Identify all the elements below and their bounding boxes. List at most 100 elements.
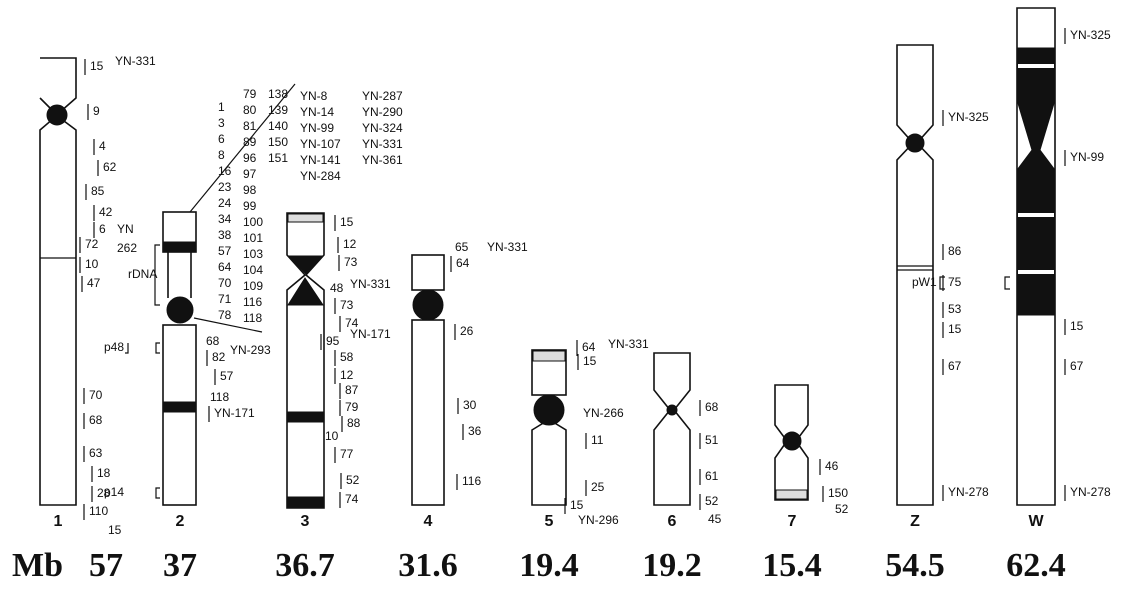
- marker-label: 85: [91, 184, 105, 198]
- marker-label: 4: [99, 139, 106, 153]
- rdna-marker: 81: [243, 119, 257, 133]
- marker-label: YN-278: [948, 485, 989, 499]
- marker-label: 52: [835, 502, 849, 516]
- marker-label: 68: [206, 334, 220, 348]
- marker-label: 68: [705, 400, 719, 414]
- chromosome-name: 1: [54, 513, 63, 530]
- rdna-marker: 116: [243, 295, 262, 309]
- marker-label: 57: [220, 369, 234, 383]
- marker-label: 72: [85, 237, 99, 251]
- chromosome-name: 6: [668, 513, 677, 530]
- marker-label: 95: [326, 334, 340, 348]
- rdna-marker: 78: [218, 308, 232, 322]
- rdna-marker: 138: [268, 87, 288, 101]
- marker-label: YN-296: [578, 513, 619, 527]
- marker-label: 75: [948, 275, 962, 289]
- marker-label: 77: [340, 447, 354, 461]
- rdna-marker: 150: [268, 135, 288, 149]
- marker-label: 11: [591, 433, 604, 447]
- chromosome-name: 3: [301, 513, 310, 530]
- chromosome-size: 19.2: [642, 547, 702, 584]
- marker-label: 68: [89, 413, 103, 427]
- chromosome-name: 5: [545, 513, 554, 530]
- rdna-marker: 8: [218, 148, 225, 162]
- marker-label: 53: [948, 302, 962, 316]
- rdna-marker: 57: [218, 244, 232, 258]
- rdna-marker: YN-99: [300, 121, 334, 135]
- rdna-marker: YN-331: [362, 137, 403, 151]
- marker-label: YN-266: [583, 406, 624, 420]
- chromosome-name: 7: [788, 513, 797, 530]
- rdna-marker: 89: [243, 135, 257, 149]
- marker-label: 12: [340, 368, 354, 382]
- rdna-marker: YN-8: [300, 89, 328, 103]
- marker-label: 52: [705, 494, 719, 508]
- marker-label: 15: [948, 322, 962, 336]
- marker-label: 118: [210, 390, 229, 404]
- rdna-marker: 16: [218, 164, 232, 178]
- chromosome-shapes: [40, 8, 1055, 508]
- marker-label: 67: [948, 359, 962, 373]
- marker-label: YN-171: [214, 406, 255, 420]
- rdna-marker: 118: [243, 311, 262, 325]
- rdna-marker: 109: [243, 279, 263, 293]
- marker-label: rDNA: [128, 267, 157, 281]
- rdna-marker: YN-141: [300, 153, 341, 167]
- rdna-marker: 80: [243, 103, 257, 117]
- marker-label: YN-325: [948, 110, 989, 124]
- marker-label: 10: [85, 257, 99, 271]
- rdna-marker: YN-107: [300, 137, 341, 151]
- marker-label: 52: [346, 473, 360, 487]
- marker-label: 86: [948, 244, 962, 258]
- marker-label: 26: [460, 324, 474, 338]
- rdna-marker: YN-284: [300, 169, 341, 183]
- marker-label: 45: [708, 512, 722, 526]
- rdna-marker: 34: [218, 212, 232, 226]
- rdna-marker: 6: [218, 132, 225, 146]
- chromosome-size: 37: [163, 547, 197, 584]
- rdna-marker: 1: [218, 100, 225, 114]
- rdna-marker: 103: [243, 247, 263, 261]
- marker-label: 62: [103, 160, 117, 174]
- marker-label: 15: [1070, 319, 1084, 333]
- marker-label: YN: [117, 222, 134, 236]
- marker-label: 46: [825, 459, 839, 473]
- rdna-marker: 101: [243, 231, 263, 245]
- marker-label: 73: [344, 255, 358, 269]
- marker-label: 79: [345, 400, 359, 414]
- chromosome-size: 15.4: [762, 547, 822, 584]
- chromosome-size: 62.4: [1006, 547, 1066, 584]
- marker-label: YN-171: [350, 327, 391, 341]
- marker-label: 12: [343, 237, 357, 251]
- marker-label: 70: [89, 388, 103, 402]
- marker-label: 6: [99, 222, 106, 236]
- marker-label: 10: [325, 429, 339, 443]
- marker-label: 15: [583, 354, 597, 368]
- marker-label: 88: [347, 416, 361, 430]
- chromosome-name: 4: [424, 513, 433, 530]
- marker-label: YN-293: [230, 343, 271, 357]
- size-unit: Mb: [12, 547, 63, 584]
- marker-label: YN-331: [115, 54, 156, 68]
- chromosome-size: 54.5: [885, 547, 945, 584]
- marker-label: 74: [345, 492, 359, 506]
- marker-label: YN-331: [350, 277, 391, 291]
- chromosome-size: 36.7: [275, 547, 335, 584]
- rdna-marker: 3: [218, 116, 225, 130]
- marker-label: 30: [463, 398, 477, 412]
- rdna-marker: 64: [218, 260, 232, 274]
- marker-label: 25: [591, 480, 605, 494]
- marker-label: 9: [93, 104, 100, 118]
- marker-label: 67: [1070, 359, 1084, 373]
- rdna-marker: 100: [243, 215, 263, 229]
- marker-label: 116: [462, 474, 481, 488]
- rdna-marker: 24: [218, 196, 232, 210]
- marker-label: YN-278: [1070, 485, 1111, 499]
- chromosome-size: 57: [89, 547, 123, 584]
- rdna-marker: 71: [218, 292, 232, 306]
- marker-label: 15: [570, 498, 584, 512]
- rdna-marker: 38: [218, 228, 232, 242]
- marker-label: 18: [97, 466, 111, 480]
- chromosome-size: 19.4: [519, 547, 579, 584]
- chromosome-name: W: [1028, 513, 1044, 530]
